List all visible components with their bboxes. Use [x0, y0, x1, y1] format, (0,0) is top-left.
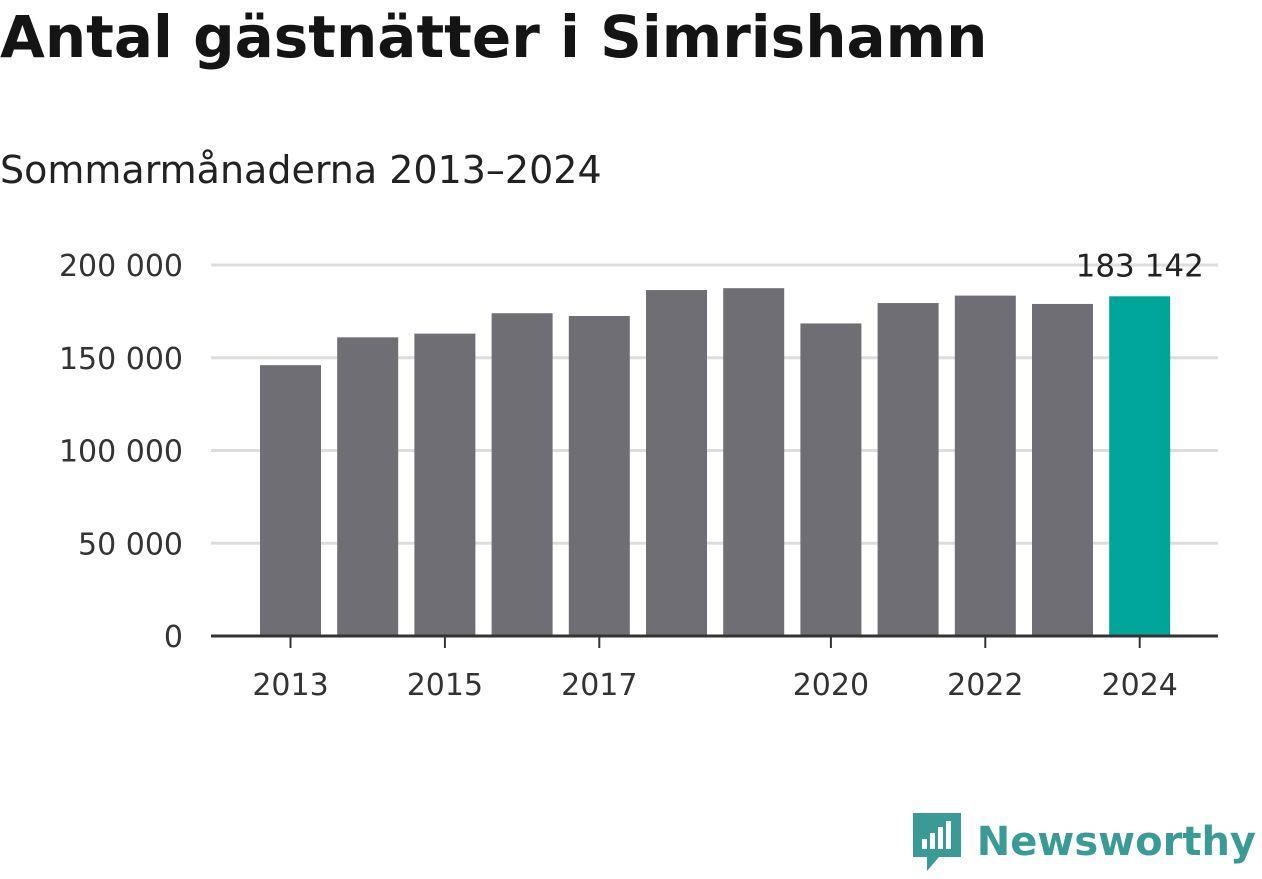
y-tick-label: 0	[164, 620, 183, 655]
bar-2022	[954, 295, 1016, 636]
bar-chart: 0 50 000 100 000 150 000 200 000 2013 2015 2017…	[59, 248, 1218, 703]
bar-2014	[337, 337, 399, 636]
logo-text: Newsworthy	[976, 819, 1256, 865]
bar-2021	[877, 303, 939, 636]
bar-2023	[1032, 303, 1093, 636]
bar-2020	[800, 323, 862, 636]
newsworthy-logo: Newsworthy	[912, 813, 1256, 871]
y-tick-label: 200 000	[59, 249, 183, 284]
x-tick-label: 2024	[1102, 668, 1178, 703]
y-tick-label: 150 000	[59, 342, 183, 377]
x-tick-label: 2022	[947, 668, 1023, 703]
y-tick-label: 100 000	[59, 435, 183, 470]
bar-2018	[646, 290, 707, 636]
x-tick-label: 2017	[561, 668, 637, 703]
bar-2017	[568, 316, 630, 636]
bar-2024	[1109, 296, 1171, 636]
highlight-value-label: 183 142	[1076, 248, 1204, 284]
newsworthy-logo-icon	[912, 813, 961, 871]
bar-2013	[260, 365, 321, 636]
x-tick-label: 2013	[252, 668, 328, 703]
chart-title: Antal gästnätter i Simrishamn	[0, 3, 988, 71]
bar-2015	[414, 333, 476, 636]
x-tick-label: 2015	[407, 668, 483, 703]
bar-2019	[723, 288, 785, 636]
y-tick-label: 50 000	[78, 527, 183, 562]
chart-subtitle: Sommarmånaderna 2013–2024	[0, 148, 602, 192]
bar-2016	[491, 313, 553, 636]
x-tick-label: 2020	[793, 668, 869, 703]
